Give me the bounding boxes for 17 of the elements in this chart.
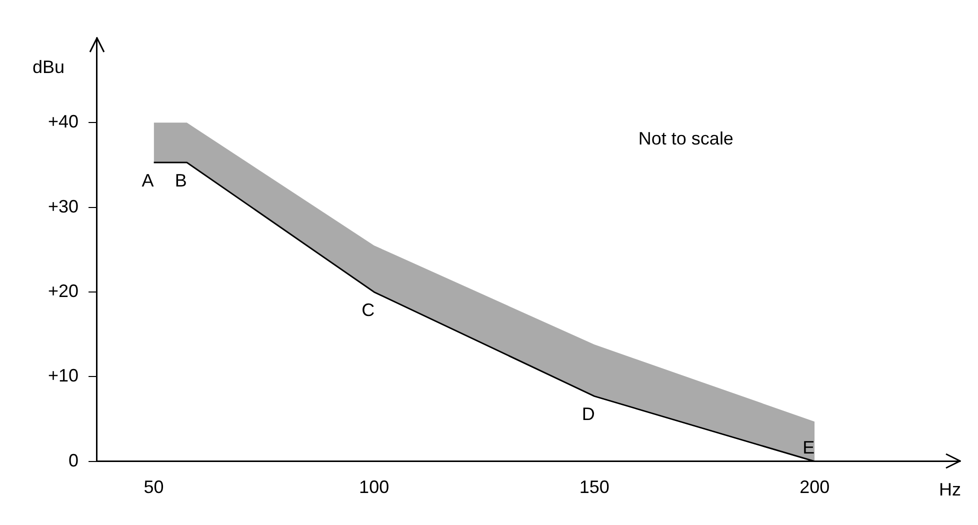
x-tick-label: 50 bbox=[144, 477, 164, 498]
annotation: D bbox=[582, 404, 595, 424]
y-axis-title: dBu bbox=[32, 56, 65, 77]
y-tick-label: +30 bbox=[48, 196, 79, 216]
annotation: B bbox=[174, 170, 187, 190]
x-tick-label: 100 bbox=[359, 477, 390, 498]
y-tick-label: +10 bbox=[48, 366, 79, 386]
x-tick-label: 150 bbox=[579, 477, 610, 498]
y-tick-label: +20 bbox=[48, 281, 79, 302]
annotation: E bbox=[802, 437, 815, 458]
y-tick-label: +40 bbox=[48, 112, 79, 132]
annotation: Not to scale bbox=[638, 128, 734, 149]
annotation: A bbox=[142, 170, 154, 190]
x-axis-title: Hz bbox=[939, 479, 961, 500]
y-tick-label: 0 bbox=[68, 450, 79, 470]
x-tick-label: 200 bbox=[800, 477, 830, 498]
annotation: C bbox=[362, 300, 375, 320]
